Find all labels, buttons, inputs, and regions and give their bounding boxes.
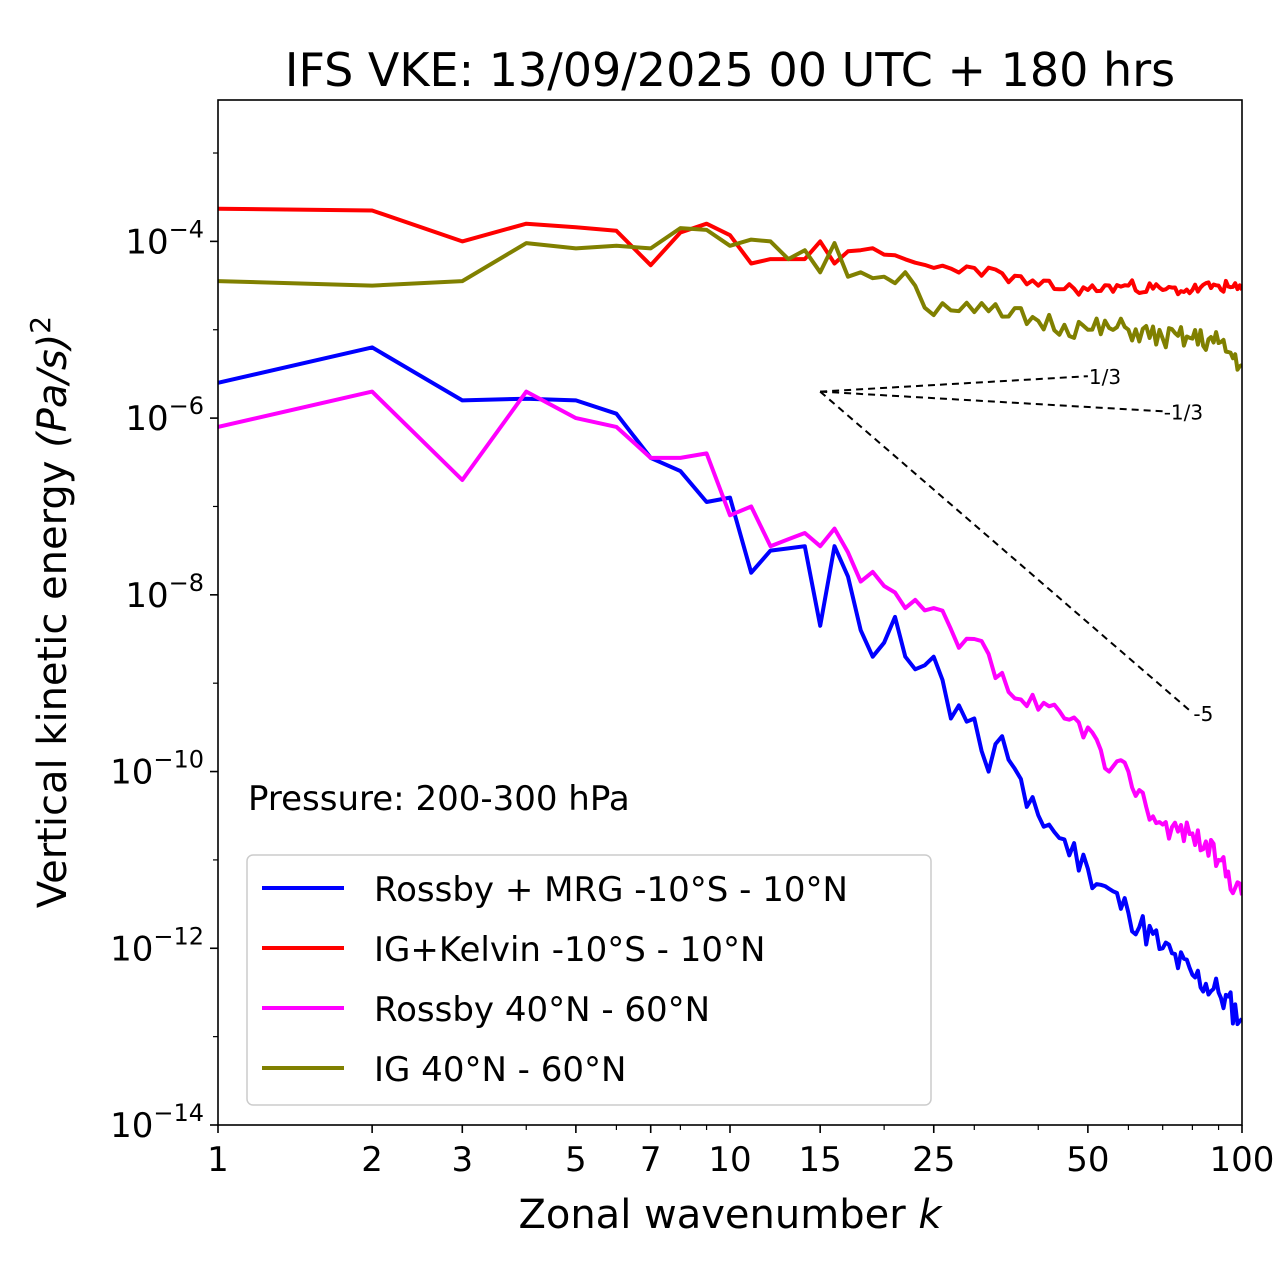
y-tick-label: 10−12 (110, 922, 204, 969)
series-line (218, 226, 1242, 372)
legend-label-ig-midlat: IG 40°N - 60°N (374, 1050, 626, 1090)
x-tick-label: 5 (565, 1140, 587, 1180)
reference-slope-line (820, 375, 1088, 393)
x-axis-label-var: k (918, 1192, 943, 1238)
x-tick-label: 100 (1210, 1140, 1275, 1180)
data-series (218, 206, 1242, 1027)
y-tick-label: 10−10 (110, 746, 204, 793)
series-line (218, 206, 1242, 297)
x-tick-label: 25 (912, 1140, 955, 1180)
reference-slope-label: -1/3 (1164, 400, 1203, 424)
x-tick-label: 50 (1066, 1140, 1109, 1180)
x-axis-label: Zonal wavenumber k (518, 1192, 943, 1238)
reference-slope-line (819, 390, 1194, 714)
y-tick-label: 10−4 (125, 215, 204, 262)
legend-label-rossby-midlat: Rossby 40°N - 60°N (374, 990, 710, 1030)
plot-frame (217, 99, 1243, 1126)
legend-label-rossby-mrg: Rossby + MRG -10°S - 10°N (374, 870, 848, 910)
x-tick-label: 1 (207, 1140, 229, 1180)
legend: Rossby + MRG -10°S - 10°N IG+Kelvin -10°… (246, 854, 932, 1106)
y-axis-label: Vertical kinetic energy (Pa/s)2 (24, 316, 76, 908)
x-tick-label: 3 (451, 1140, 473, 1180)
reference-slope-line (820, 390, 1163, 413)
y-axis-label-exp: 2 (24, 316, 57, 334)
x-tick-label: 2 (361, 1140, 383, 1180)
legend-label-ig-kelvin: IG+Kelvin -10°S - 10°N (374, 930, 765, 970)
x-tick-label: 15 (799, 1140, 842, 1180)
y-tick-label: 10−8 (125, 569, 204, 616)
y-axis-label-var: (Pa/s) (30, 334, 76, 448)
axis-ticks: 1 2 3 5 7 10 15 25 50 100 10−4 10−6 10−8 10−10 10−12 10… (110, 152, 1275, 1180)
x-tick-label: 7 (640, 1140, 662, 1180)
pressure-annotation: Pressure: 200-300 hPa (248, 779, 630, 819)
chart-title: IFS VKE: 13/09/2025 00 UTC + 180 hrs (285, 43, 1175, 97)
y-tick-label: 10−6 (125, 392, 204, 439)
series-line (218, 389, 1242, 896)
legend-box (246, 854, 932, 1106)
reference-slopes: 1/3 -1/3 -5 (819, 365, 1213, 726)
reference-slope-label: -5 (1193, 702, 1213, 726)
y-tick-label: 10−14 (110, 1099, 204, 1146)
reference-slope-label: 1/3 (1089, 365, 1121, 389)
x-tick-label: 10 (708, 1140, 751, 1180)
series-line (218, 345, 1242, 1027)
y-axis-label-text: Vertical kinetic energy (30, 461, 76, 909)
x-axis-label-text: Zonal wavenumber (518, 1192, 906, 1238)
